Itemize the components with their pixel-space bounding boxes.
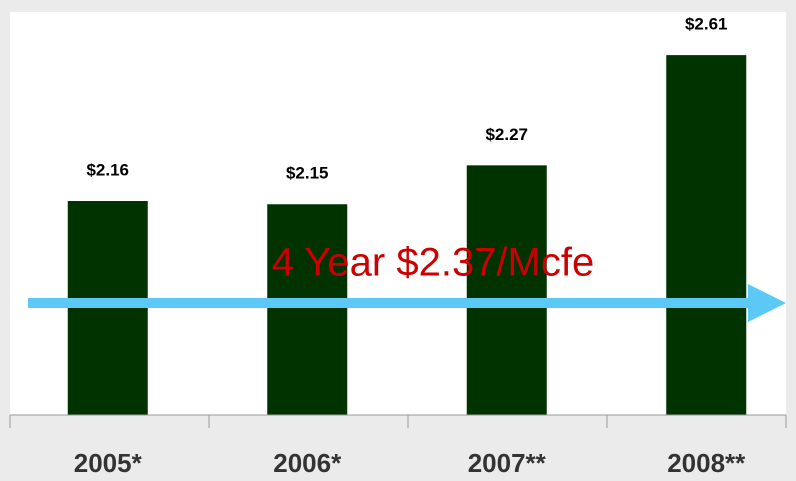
- arrow-shaft: [28, 298, 750, 308]
- bars: [67, 55, 747, 415]
- value-label: $2.27: [485, 125, 528, 144]
- x-tick-label: 2005*: [74, 448, 143, 478]
- bar: [267, 204, 348, 415]
- bar: [67, 201, 148, 415]
- arrow-head: [748, 284, 786, 322]
- bar: [666, 55, 747, 415]
- value-label: $2.61: [685, 15, 728, 34]
- value-label: $2.15: [286, 164, 329, 183]
- value-label: $2.16: [86, 161, 129, 180]
- average-arrow: [28, 284, 786, 322]
- x-tick-label: 2006*: [273, 448, 342, 478]
- x-tick-label: 2007**: [468, 448, 547, 478]
- x-tick-label: 2008**: [667, 448, 746, 478]
- bar: [466, 165, 547, 415]
- annotation: 4 Year $2.37/Mcfe: [272, 241, 594, 285]
